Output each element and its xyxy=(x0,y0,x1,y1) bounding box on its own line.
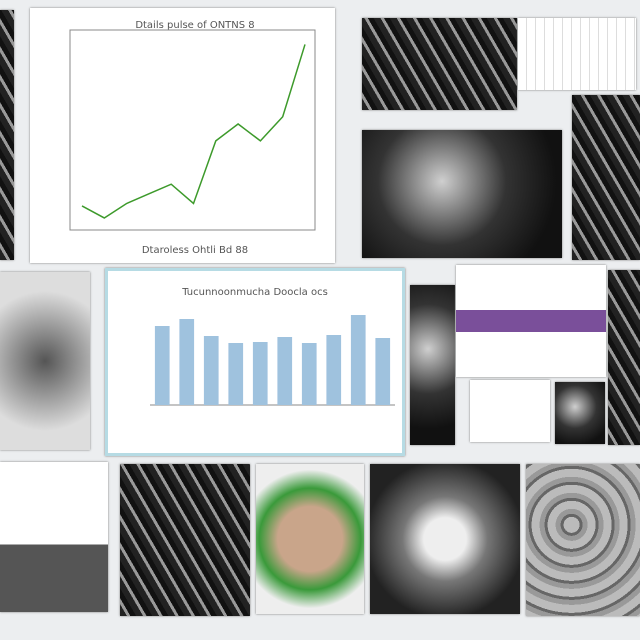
image-tile xyxy=(526,464,640,616)
line-title: Dtails pulse of ONTNS 8 xyxy=(135,20,254,31)
image-tile xyxy=(370,464,520,614)
bar-title: Tucunnoonmucha Doocla ocs xyxy=(181,287,328,298)
image-tile xyxy=(120,464,250,616)
image-tile xyxy=(0,272,90,450)
image-tile xyxy=(410,285,455,445)
line xyxy=(81,44,306,219)
image-tile xyxy=(0,462,108,612)
image-tile xyxy=(572,95,640,260)
line-axes xyxy=(69,29,316,231)
image-tile xyxy=(256,464,364,614)
image-tile xyxy=(518,18,636,90)
image-tile xyxy=(608,270,640,445)
line-chart-panel xyxy=(30,8,335,263)
bar xyxy=(350,315,366,405)
bar xyxy=(375,338,391,405)
bar xyxy=(154,326,170,405)
image-tile xyxy=(456,265,606,377)
line-xlabel: Dtaroless Ohtli Bd 88 xyxy=(142,245,248,256)
bar xyxy=(277,337,293,405)
bar xyxy=(228,343,244,405)
bar xyxy=(203,336,219,405)
bar xyxy=(326,335,342,405)
image-tile xyxy=(555,382,605,444)
bar xyxy=(301,343,317,405)
image-tile xyxy=(362,130,562,258)
bar xyxy=(179,319,195,405)
bar xyxy=(252,342,268,405)
image-tile xyxy=(0,10,14,260)
image-tile xyxy=(470,380,550,442)
image-tile xyxy=(362,18,517,110)
